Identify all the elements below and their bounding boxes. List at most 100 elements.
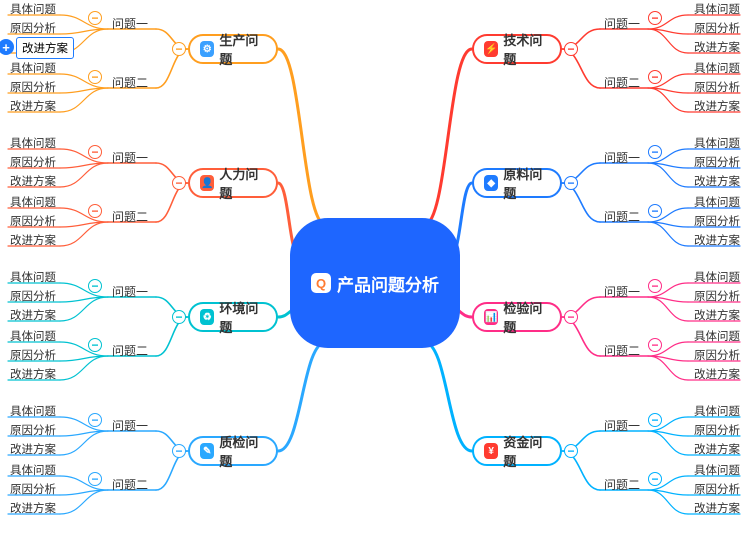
leaf-label[interactable]: 具体问题 [10,403,56,419]
toggle-mat[interactable]: − [564,176,578,190]
toggle-sub[interactable]: − [648,204,662,218]
leaf-label[interactable]: 具体问题 [10,462,56,478]
branch-node-hr[interactable]: 👤人力问题 [188,168,278,198]
branch-node-mat[interactable]: ◆原料问题 [472,168,562,198]
leaf-label[interactable]: 原因分析 [694,79,740,95]
sub-label[interactable]: 问题一 [112,417,148,434]
leaf-label[interactable]: 原因分析 [694,347,740,363]
toggle-sub[interactable]: − [88,204,102,218]
sub-label[interactable]: 问题一 [112,283,148,300]
toggle-sub[interactable]: − [648,70,662,84]
leaf-label[interactable]: 具体问题 [694,462,740,478]
leaf-label[interactable]: 具体问题 [694,328,740,344]
leaf-label[interactable]: 具体问题 [694,403,740,419]
sub-label[interactable]: 问题一 [604,283,640,300]
toggle-hr[interactable]: − [172,176,186,190]
branch-node-insp[interactable]: 📊检验问题 [472,302,562,332]
leaf-label[interactable]: 具体问题 [694,135,740,151]
leaf-label[interactable]: 改进方案 [10,98,56,114]
leaf-label[interactable]: 原因分析 [10,79,56,95]
toggle-sub[interactable]: − [88,11,102,25]
leaf-selected[interactable]: 改进方案 [16,37,74,59]
toggle-sub[interactable]: − [648,472,662,486]
toggle-tech[interactable]: − [564,42,578,56]
branch-node-env[interactable]: ♻环境问题 [188,302,278,332]
center-node[interactable]: Q产品问题分析 [290,218,460,348]
branch-node-tech[interactable]: ⚡技术问题 [472,34,562,64]
sub-label[interactable]: 问题一 [604,15,640,32]
leaf-label[interactable]: 改进方案 [694,366,740,382]
leaf-label[interactable]: 改进方案 [694,441,740,457]
toggle-sub[interactable]: − [648,413,662,427]
leaf-label[interactable]: 原因分析 [10,347,56,363]
leaf-label[interactable]: 改进方案 [10,500,56,516]
toggle-sub[interactable]: − [88,338,102,352]
toggle-sub[interactable]: − [88,70,102,84]
branch-node-prod[interactable]: ⚙生产问题 [188,34,278,64]
leaf-label[interactable]: 原因分析 [10,481,56,497]
leaf-label[interactable]: 原因分析 [10,20,56,36]
add-node-button[interactable]: + [0,39,14,55]
sub-label[interactable]: 问题二 [604,74,640,91]
toggle-sub[interactable]: − [88,145,102,159]
leaf-label[interactable]: 原因分析 [10,288,56,304]
toggle-sub[interactable]: − [648,279,662,293]
sub-label[interactable]: 问题一 [112,15,148,32]
toggle-sub[interactable]: − [648,338,662,352]
sub-label[interactable]: 问题二 [112,208,148,225]
leaf-label[interactable]: 具体问题 [10,269,56,285]
sub-label[interactable]: 问题二 [112,342,148,359]
sub-label[interactable]: 问题二 [112,476,148,493]
leaf-label[interactable]: 原因分析 [10,422,56,438]
leaf-label[interactable]: 原因分析 [694,213,740,229]
sub-label[interactable]: 问题二 [604,342,640,359]
toggle-sub[interactable]: − [648,11,662,25]
leaf-label[interactable]: 具体问题 [10,328,56,344]
sub-label[interactable]: 问题一 [604,149,640,166]
toggle-qc[interactable]: − [172,444,186,458]
leaf-label[interactable]: 改进方案 [694,98,740,114]
leaf-label[interactable]: 原因分析 [10,213,56,229]
toggle-insp[interactable]: − [564,310,578,324]
toggle-sub[interactable]: − [648,145,662,159]
leaf-label[interactable]: 具体问题 [10,60,56,76]
leaf-label[interactable]: 原因分析 [694,154,740,170]
branch-node-qc[interactable]: ✎质检问题 [188,436,278,466]
toggle-sub[interactable]: − [88,413,102,427]
sub-label[interactable]: 问题二 [604,208,640,225]
leaf-label[interactable]: 具体问题 [694,194,740,210]
toggle-sub[interactable]: − [88,472,102,486]
toggle-env[interactable]: − [172,310,186,324]
leaf-label[interactable]: 改进方案 [10,232,56,248]
leaf-label[interactable]: 具体问题 [694,60,740,76]
leaf-label[interactable]: 改进方案 [694,500,740,516]
leaf-label[interactable]: 原因分析 [694,20,740,36]
leaf-label[interactable]: 具体问题 [10,135,56,151]
sub-label[interactable]: 问题一 [112,149,148,166]
leaf-label[interactable]: 改进方案 [694,39,740,55]
branch-node-fund[interactable]: ¥资金问题 [472,436,562,466]
leaf-label[interactable]: 具体问题 [10,1,56,17]
leaf-label[interactable]: 改进方案 [694,173,740,189]
sub-label[interactable]: 问题二 [604,476,640,493]
prod-icon: ⚙ [200,41,214,57]
sub-label[interactable]: 问题二 [112,74,148,91]
leaf-label[interactable]: 原因分析 [694,422,740,438]
toggle-sub[interactable]: − [88,279,102,293]
qc-icon: ✎ [200,443,214,459]
leaf-label[interactable]: 改进方案 [10,366,56,382]
leaf-label[interactable]: 改进方案 [694,307,740,323]
toggle-fund[interactable]: − [564,444,578,458]
leaf-label[interactable]: 具体问题 [694,1,740,17]
leaf-label[interactable]: 原因分析 [694,481,740,497]
leaf-label[interactable]: 改进方案 [10,307,56,323]
leaf-label[interactable]: 改进方案 [10,441,56,457]
leaf-label[interactable]: 具体问题 [10,194,56,210]
leaf-label[interactable]: 具体问题 [694,269,740,285]
leaf-label[interactable]: 改进方案 [694,232,740,248]
leaf-label[interactable]: 原因分析 [694,288,740,304]
leaf-label[interactable]: 原因分析 [10,154,56,170]
leaf-label[interactable]: 改进方案 [10,173,56,189]
toggle-prod[interactable]: − [172,42,186,56]
sub-label[interactable]: 问题一 [604,417,640,434]
